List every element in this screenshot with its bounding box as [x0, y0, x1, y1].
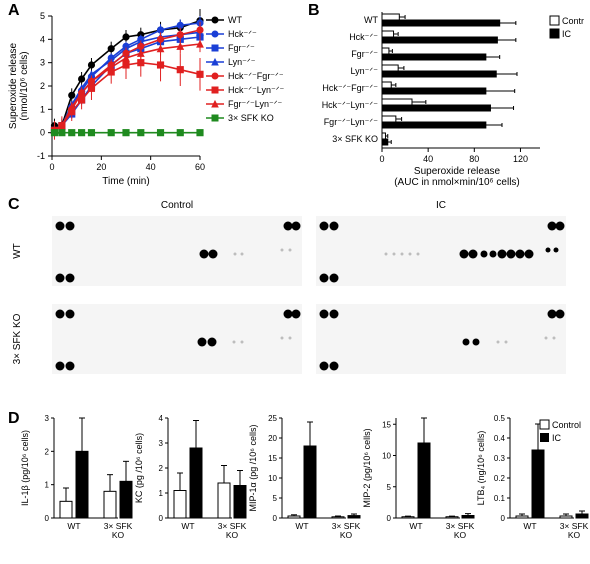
svg-text:0: 0: [273, 514, 278, 523]
svg-text:3× SFK KO: 3× SFK KO: [12, 313, 23, 364]
svg-text:0: 0: [40, 128, 45, 138]
svg-text:15: 15: [382, 420, 391, 429]
svg-text:5: 5: [387, 483, 392, 492]
svg-text:80: 80: [469, 154, 479, 164]
svg-text:0: 0: [159, 514, 164, 523]
svg-text:1: 1: [159, 489, 164, 498]
svg-text:40: 40: [423, 154, 433, 164]
svg-text:0.1: 0.1: [494, 494, 506, 503]
svg-text:3× SFKKO: 3× SFKKO: [446, 521, 475, 540]
svg-text:IC: IC: [562, 29, 572, 39]
svg-text:Hck⁻ᐟ⁻Fgr⁻ᐟ⁻: Hck⁻ᐟ⁻Fgr⁻ᐟ⁻: [322, 83, 378, 93]
svg-text:Superoxide release(AUC in nmol: Superoxide release(AUC in nmol×min/10⁶ c…: [394, 166, 520, 188]
svg-text:4: 4: [159, 414, 164, 423]
svg-text:3× SFKKO: 3× SFKKO: [560, 521, 589, 540]
svg-text:1: 1: [45, 481, 50, 490]
svg-text:-1: -1: [37, 151, 45, 161]
panel-c-blots: Control IC WT 3× SFK KO: [0, 194, 590, 404]
svg-text:Hck⁻ᐟ⁻Lyn⁻ᐟ⁻: Hck⁻ᐟ⁻Lyn⁻ᐟ⁻: [228, 85, 285, 95]
svg-text:Control: Control: [161, 200, 193, 211]
svg-text:3× SFK KO: 3× SFK KO: [228, 113, 274, 123]
svg-text:120: 120: [513, 154, 528, 164]
svg-text:2: 2: [159, 464, 164, 473]
svg-text:3× SFKKO: 3× SFKKO: [104, 521, 133, 540]
svg-text:3: 3: [45, 414, 50, 423]
svg-text:WT: WT: [295, 521, 308, 531]
svg-text:2: 2: [40, 81, 45, 91]
svg-text:IC: IC: [436, 200, 446, 211]
svg-text:Lyn⁻ᐟ⁻: Lyn⁻ᐟ⁻: [228, 57, 256, 67]
svg-text:15: 15: [268, 454, 277, 463]
svg-text:IL-1β (pg/10⁶ cells): IL-1β (pg/10⁶ cells): [20, 430, 30, 506]
svg-text:3× SFK KO: 3× SFK KO: [332, 134, 378, 144]
svg-text:Fgr⁻ᐟ⁻Lyn⁻ᐟ⁻: Fgr⁻ᐟ⁻Lyn⁻ᐟ⁻: [228, 99, 283, 109]
svg-text:0: 0: [49, 162, 54, 172]
svg-text:Superoxide release(nmol/10⁶ ce: Superoxide release(nmol/10⁶ cells): [8, 42, 30, 129]
svg-text:20: 20: [96, 162, 106, 172]
svg-text:3: 3: [159, 439, 164, 448]
svg-text:Control: Control: [552, 420, 581, 430]
svg-text:Hck⁻ᐟ⁻Lyn⁻ᐟ⁻: Hck⁻ᐟ⁻Lyn⁻ᐟ⁻: [322, 100, 379, 110]
svg-text:WT: WT: [67, 521, 80, 531]
svg-text:WT: WT: [409, 521, 422, 531]
svg-text:Hck⁻ᐟ⁻: Hck⁻ᐟ⁻: [228, 29, 257, 39]
svg-text:Hck⁻ᐟ⁻Fgr⁻ᐟ⁻: Hck⁻ᐟ⁻Fgr⁻ᐟ⁻: [228, 71, 284, 81]
svg-text:0: 0: [45, 514, 50, 523]
panel-b-chart: WTHck⁻ᐟ⁻Fgr⁻ᐟ⁻Lyn⁻ᐟ⁻Hck⁻ᐟ⁻Fgr⁻ᐟ⁻Hck⁻ᐟ⁻Ly…: [304, 6, 584, 196]
svg-text:KC (pg /10⁶ cells): KC (pg /10⁶ cells): [134, 433, 144, 503]
svg-text:Time (min): Time (min): [102, 176, 149, 187]
svg-text:Control: Control: [562, 16, 584, 26]
svg-text:4: 4: [40, 34, 45, 44]
svg-text:20: 20: [268, 434, 277, 443]
svg-text:0.4: 0.4: [494, 434, 506, 443]
svg-text:WT: WT: [523, 521, 536, 531]
svg-text:0.3: 0.3: [494, 454, 506, 463]
svg-text:25: 25: [268, 414, 277, 423]
svg-text:MIP-1α (pg /10⁶ cells): MIP-1α (pg /10⁶ cells): [248, 425, 258, 512]
svg-text:10: 10: [268, 474, 277, 483]
svg-text:0: 0: [387, 514, 392, 523]
svg-text:10: 10: [382, 452, 391, 461]
svg-text:WT: WT: [364, 15, 378, 25]
svg-text:3: 3: [40, 58, 45, 68]
svg-text:Fgr⁻ᐟ⁻: Fgr⁻ᐟ⁻: [351, 49, 378, 59]
svg-text:0: 0: [379, 154, 384, 164]
svg-text:MIP-2 (pg/10⁶ cells): MIP-2 (pg/10⁶ cells): [362, 428, 372, 507]
svg-text:40: 40: [146, 162, 156, 172]
svg-text:WT: WT: [12, 243, 23, 259]
svg-text:LTB₄ (ng/10⁶ cells): LTB₄ (ng/10⁶ cells): [476, 431, 486, 506]
svg-text:WT: WT: [181, 521, 194, 531]
svg-text:WT: WT: [228, 15, 242, 25]
svg-text:IC: IC: [552, 433, 562, 443]
svg-text:Fgr⁻ᐟ⁻Lyn⁻ᐟ⁻: Fgr⁻ᐟ⁻Lyn⁻ᐟ⁻: [324, 117, 379, 127]
svg-text:0.5: 0.5: [494, 414, 506, 423]
svg-text:3× SFKKO: 3× SFKKO: [218, 521, 247, 540]
svg-text:2: 2: [45, 447, 50, 456]
svg-text:Fgr⁻ᐟ⁻: Fgr⁻ᐟ⁻: [228, 43, 255, 53]
svg-text:3× SFKKO: 3× SFKKO: [332, 521, 361, 540]
svg-text:Hck⁻ᐟ⁻: Hck⁻ᐟ⁻: [349, 32, 378, 42]
panel-d-charts: 0 1 2 3 IL-1β (pg/10⁶ cells) WT 3× SFKKO 0 1 2 3 4 K…: [0, 404, 590, 564]
svg-text:5: 5: [40, 11, 45, 21]
svg-text:0: 0: [501, 514, 506, 523]
svg-text:5: 5: [273, 494, 278, 503]
panel-a-chart: 0 20 40 60 -1 0 1 2 3 4 5 Time (min) Superoxide rele…: [0, 6, 300, 196]
svg-text:Lyn⁻ᐟ⁻: Lyn⁻ᐟ⁻: [351, 66, 379, 76]
svg-text:0.2: 0.2: [494, 474, 506, 483]
svg-text:1: 1: [40, 104, 45, 114]
svg-text:60: 60: [195, 162, 205, 172]
